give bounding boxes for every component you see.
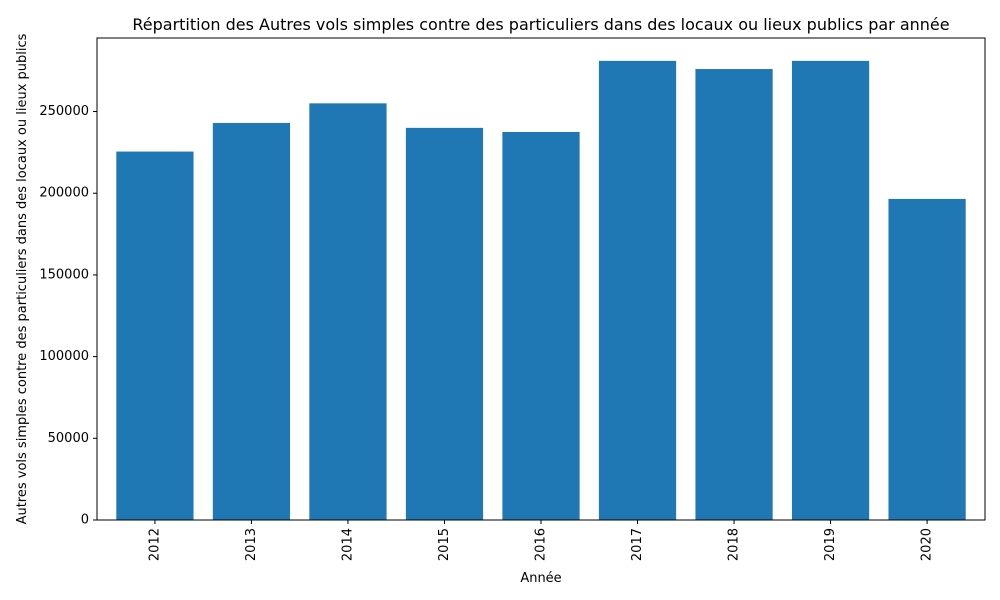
y-tick-label: 150000 <box>39 267 89 282</box>
y-tick-label: 50000 <box>48 431 89 446</box>
bar-2018 <box>695 69 773 520</box>
x-tick-label: 2016 <box>534 528 549 561</box>
x-tick-label: 2018 <box>727 528 742 561</box>
y-axis-label: Autres vols simples contre des particuli… <box>15 33 30 524</box>
y-axis-ticks: 0 50000 100000 150000 200000 250000 <box>39 104 97 528</box>
x-tick-label: 2020 <box>920 528 935 561</box>
plot-frame <box>96 37 986 521</box>
x-tick-label: 2012 <box>147 528 162 561</box>
bar-2020 <box>888 198 966 521</box>
x-tick-label: 2014 <box>340 528 355 561</box>
y-tick-label: 250000 <box>39 104 89 119</box>
x-tick-label: 2019 <box>823 528 838 561</box>
bar-2014 <box>309 103 387 521</box>
x-axis-label: Année <box>520 571 561 586</box>
y-tick-label: 0 <box>81 513 89 528</box>
chart-title: Répartition des Autres vols simples cont… <box>132 15 949 34</box>
x-axis-ticks: 2012 2013 2014 2015 2016 2017 2018 2019 2020 <box>147 520 935 561</box>
bar-2013 <box>212 122 291 521</box>
y-tick-label: 200000 <box>39 186 89 201</box>
bars-group <box>116 60 966 521</box>
x-tick-label: 2013 <box>244 528 259 561</box>
x-tick-label: 2017 <box>630 528 645 561</box>
bar-2016 <box>502 131 580 520</box>
bar-2012 <box>116 151 194 520</box>
bar-2015 <box>405 127 484 520</box>
bar-2019 <box>791 60 870 521</box>
x-tick-label: 2015 <box>437 528 452 561</box>
y-tick-label: 100000 <box>39 349 89 364</box>
bar-2017 <box>598 60 677 521</box>
